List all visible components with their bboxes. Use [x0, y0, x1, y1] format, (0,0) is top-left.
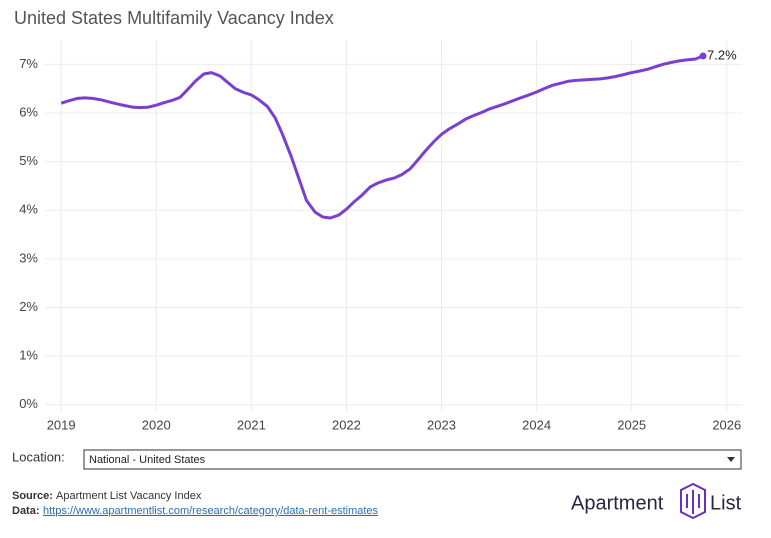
end-label: 7.2% [707, 47, 737, 62]
line [60, 54, 704, 220]
x-tick-label: 2022 [332, 417, 361, 432]
logo-right: List [710, 492, 742, 514]
location-value[interactable]: National - United States [89, 454, 206, 466]
x-tick-label: 2023 [427, 417, 456, 432]
x-tick-label: 2021 [237, 417, 266, 432]
end-point [699, 52, 707, 60]
data-link[interactable]: https://www.apartmentlist.com/research/c… [43, 505, 379, 517]
chart-title: United States Multifamily Vacancy Index [14, 8, 334, 28]
x-tick-label: 2019 [47, 417, 76, 432]
x-tick-label: 2020 [142, 417, 171, 432]
y-tick-label: 6% [19, 104, 38, 119]
y-tick-label: 2% [19, 299, 38, 314]
y-tick-label: 5% [19, 153, 38, 168]
y-tick-label: 0% [19, 396, 38, 411]
data-label: Data: [12, 505, 40, 517]
source-label: Source: [12, 490, 53, 502]
x-tick-label: 2026 [712, 417, 741, 432]
logo-icon [680, 482, 706, 520]
y-tick-label: 1% [19, 348, 38, 363]
y-tick-label: 7% [19, 56, 38, 71]
y-tick-label: 3% [19, 250, 38, 265]
location-dropdown[interactable] [83, 449, 742, 470]
logo-left: Apartment [571, 492, 664, 514]
source-text: Apartment List Vacancy Index [56, 490, 202, 502]
dropdown-arrow[interactable] [727, 457, 735, 462]
x-tick-label: 2025 [617, 417, 646, 432]
x-tick-label: 2024 [522, 417, 551, 432]
y-tick-label: 4% [19, 202, 38, 217]
location-label: Location: [12, 449, 65, 464]
